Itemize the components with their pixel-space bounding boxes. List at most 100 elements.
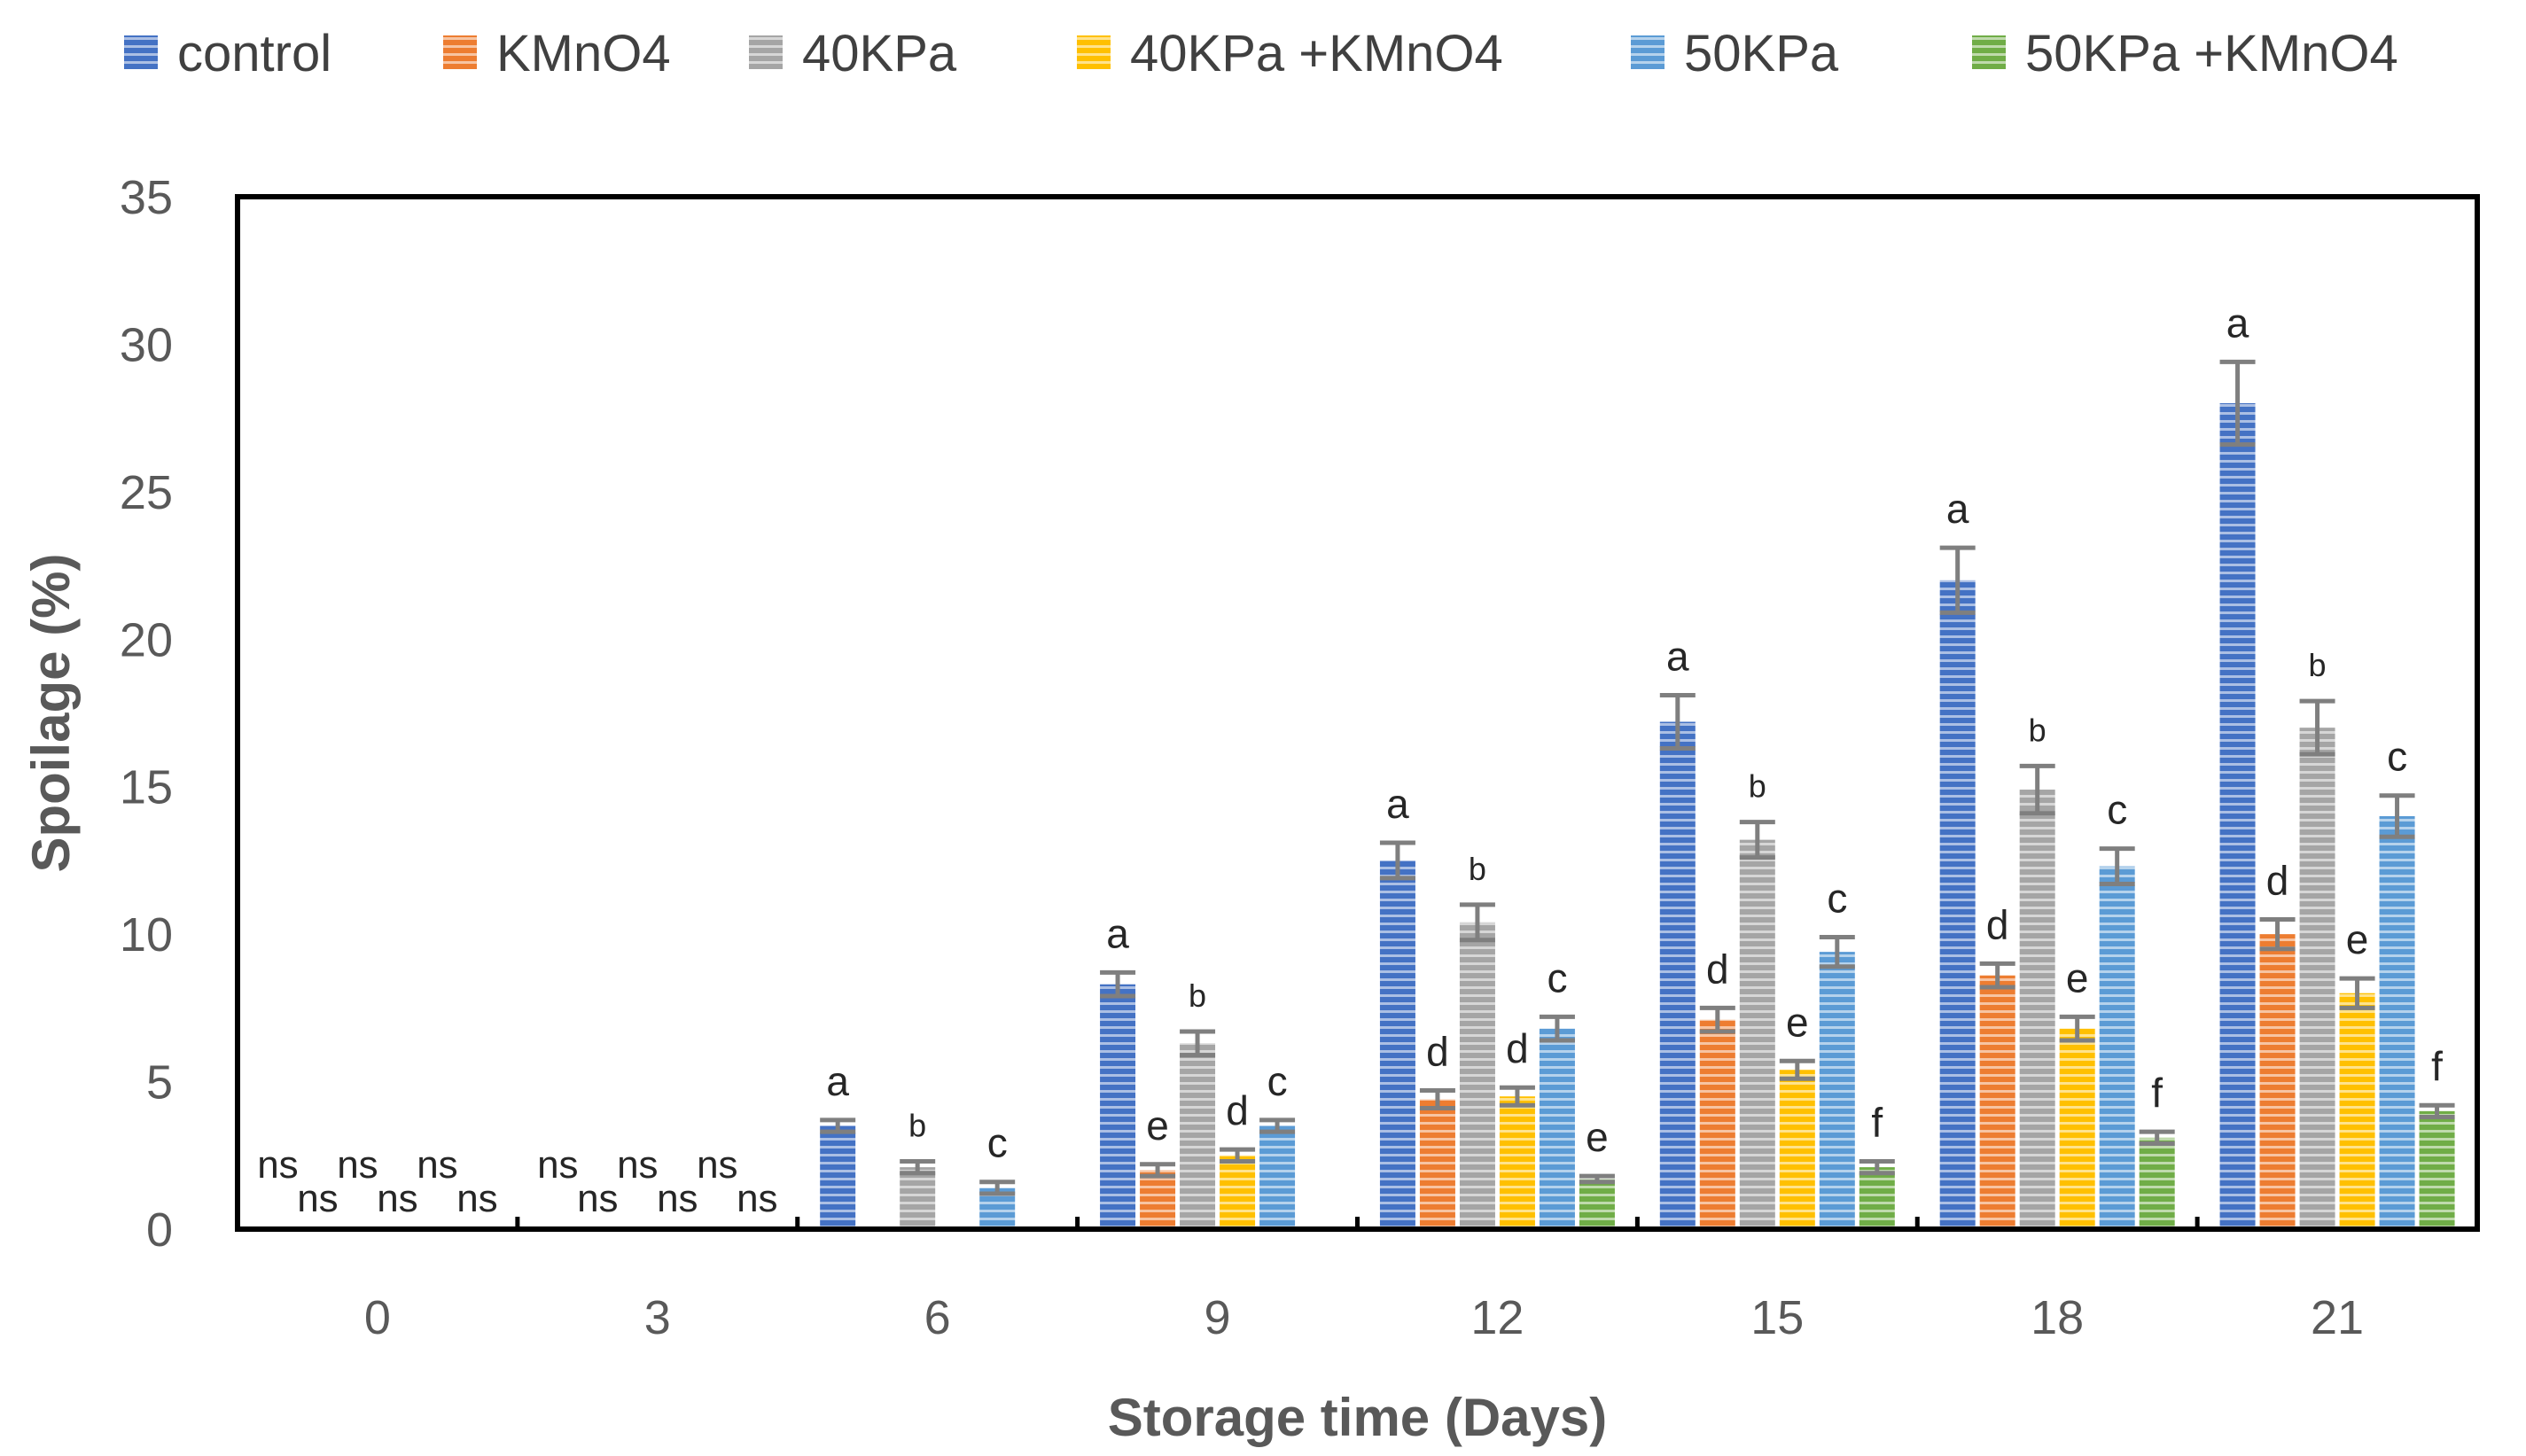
y-tick-label: 5 <box>146 1056 173 1110</box>
error-bar <box>1739 820 1775 860</box>
significance-label: e <box>2346 916 2369 962</box>
significance-label: e <box>1146 1102 1169 1148</box>
error-bar <box>1979 961 2015 990</box>
significance-label: e <box>1786 999 1809 1045</box>
y-axis-ticks: 0 5 10 15 20 25 30 35 <box>120 171 173 1257</box>
legend-swatch <box>443 35 477 69</box>
legend-swatch <box>1631 35 1665 69</box>
x-axis-title: Storage time (Days) <box>1108 1388 1608 1447</box>
significance-label: a <box>1946 486 1969 532</box>
bar-kmno4-day-18 <box>1979 975 2015 1229</box>
significance-label: ns <box>377 1177 417 1220</box>
significance-label: ns <box>537 1143 578 1187</box>
error-bar <box>2059 1014 2095 1043</box>
bar-control-day-18 <box>1939 580 1976 1229</box>
x-tick-label: 21 <box>2311 1291 2364 1344</box>
significance-label: a <box>826 1058 849 1104</box>
y-tick-label: 20 <box>120 613 173 666</box>
legend-swatch <box>1077 35 1111 69</box>
significance-label: f <box>1871 1099 1883 1145</box>
significance-label: c <box>2387 734 2407 780</box>
error-bar <box>900 1158 936 1176</box>
legend-label: KMnO4 <box>496 25 671 82</box>
error-bar <box>820 1117 856 1134</box>
error-bar <box>1220 1147 1256 1164</box>
bar-50kpa-kmno4-day-18 <box>2139 1137 2175 1229</box>
significance-label: c <box>2107 787 2127 833</box>
significance-label: ns <box>337 1143 378 1187</box>
significance-label: c <box>1827 875 1847 921</box>
bar-control-day-6 <box>820 1125 856 1229</box>
bar-40kpa-day-21 <box>2299 728 2335 1229</box>
significance-label: c <box>1267 1058 1288 1104</box>
y-tick-label: 25 <box>120 466 173 519</box>
bar-control-day-15 <box>1659 721 1696 1229</box>
significance-label: d <box>2266 858 2289 904</box>
y-tick-label: 10 <box>120 908 173 962</box>
significance-label: b <box>1469 851 1486 887</box>
significance-label: ns <box>577 1177 618 1220</box>
error-bar <box>1140 1162 1176 1179</box>
bar-50kpa-day-12 <box>1539 1028 1575 1229</box>
legend-item-50kpa-kmno4: 50KPa +KMnO4 <box>1972 25 2398 82</box>
bar-kmno4-day-15 <box>1699 1019 1735 1229</box>
error-bar <box>979 1180 1016 1196</box>
bar-50kpa-day-21 <box>2379 816 2415 1229</box>
bar-40kpa-kmno4-day-12 <box>1499 1096 1535 1229</box>
legend-label: 40KPa +KMnO4 <box>1130 25 1503 82</box>
significance-label: a <box>1386 781 1409 827</box>
error-bar <box>1539 1014 1575 1043</box>
bar-control-day-9 <box>1100 984 1136 1229</box>
error-bar <box>1779 1058 1815 1081</box>
bar-40kpa-day-15 <box>1739 839 1775 1229</box>
significance-label: b <box>908 1107 926 1143</box>
legend-label: 50KPa +KMnO4 <box>2025 25 2398 82</box>
legend-item-kmno4: KMnO4 <box>443 25 671 82</box>
significance-label: ns <box>617 1143 658 1187</box>
error-bar <box>2259 917 2296 952</box>
error-bar <box>1259 1117 1296 1134</box>
error-bar <box>1939 545 1976 615</box>
bar-control-day-12 <box>1379 860 1415 1229</box>
significance-label: ns <box>697 1143 737 1187</box>
bar-40kpa-kmno4-day-21 <box>2339 993 2375 1229</box>
bar-50kpa-day-9 <box>1259 1125 1296 1229</box>
significance-label: e <box>2066 954 2089 1001</box>
significance-label: d <box>1426 1029 1449 1075</box>
y-tick-label: 15 <box>120 761 173 814</box>
significance-label: d <box>1226 1087 1249 1133</box>
error-bar <box>1699 1005 1735 1034</box>
significance-label: f <box>2431 1043 2443 1089</box>
error-bar <box>1579 1173 1615 1185</box>
error-bar <box>1419 1088 1455 1111</box>
y-tick-label: 30 <box>120 318 173 371</box>
bar-50kpa-day-18 <box>2099 866 2135 1229</box>
significance-label: f <box>2151 1070 2163 1116</box>
significance-label: c <box>987 1120 1008 1166</box>
bar-40kpa-day-9 <box>1180 1043 1216 1229</box>
significance-label: c <box>1547 954 1567 1001</box>
legend-label: 40KPa <box>802 25 957 82</box>
bar-control-day-21 <box>2219 403 2256 1229</box>
error-bar <box>1819 934 1855 969</box>
error-bar <box>2219 359 2256 448</box>
bars <box>820 359 2455 1229</box>
significance-label: ns <box>657 1177 698 1220</box>
error-bar <box>1180 1029 1216 1058</box>
significance-label: ns <box>737 1177 777 1220</box>
plot-area-frame <box>235 194 2480 1232</box>
legend-swatch <box>1972 35 2006 69</box>
legend-item-40kpa: 40KPa <box>749 25 957 82</box>
error-bar <box>2299 698 2335 757</box>
bar-40kpa-day-12 <box>1459 922 1495 1229</box>
significance-label: d <box>1986 901 2009 947</box>
legend-item-control: control <box>124 25 331 82</box>
x-tick-label: 6 <box>924 1291 951 1344</box>
x-tick-label: 0 <box>364 1291 391 1344</box>
x-tick-label: 3 <box>644 1291 671 1344</box>
significance-label: b <box>1189 977 1206 1014</box>
x-axis-ticks: 0 3 6 9 12 15 18 21 <box>364 1217 2364 1344</box>
significance-label: d <box>1706 946 1729 992</box>
bar-kmno4-day-9 <box>1140 1170 1176 1229</box>
